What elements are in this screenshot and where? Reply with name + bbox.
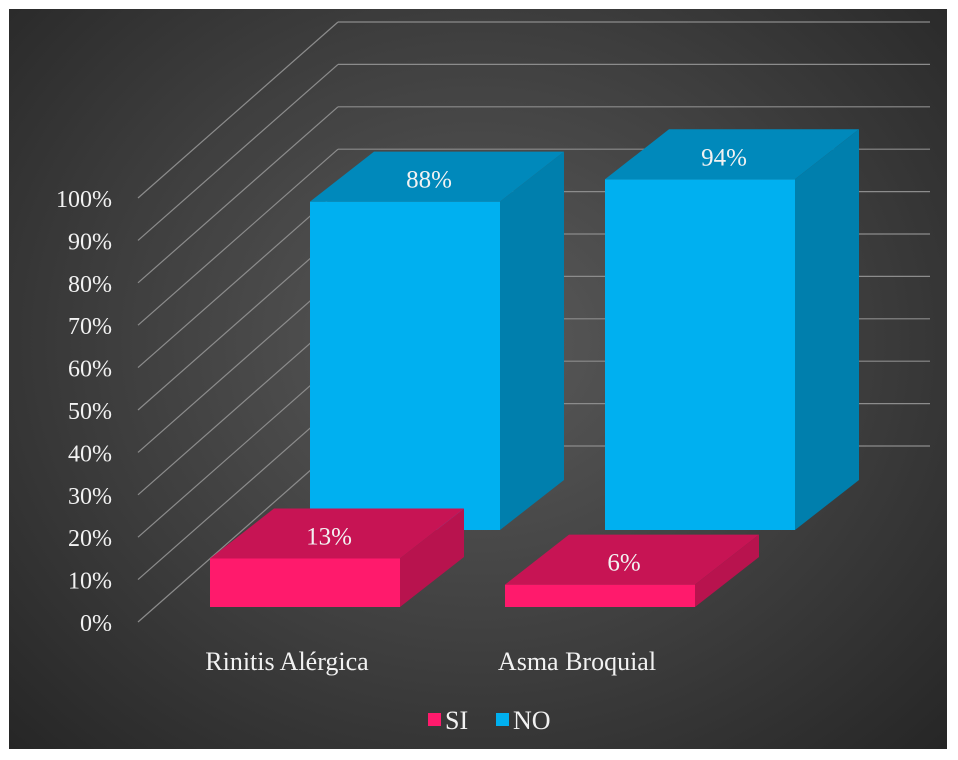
y-tick-label: 40% [68, 441, 112, 467]
gridline-side [137, 445, 339, 623]
bar-no-side [795, 129, 859, 530]
bar-si-front [505, 584, 695, 607]
bar-si-front [210, 558, 400, 607]
gridline-side [137, 191, 339, 369]
x-category-label: Asma Broquial [498, 647, 656, 676]
x-category-label: Rinitis Alérgica [205, 647, 369, 676]
data-label: 88% [406, 167, 452, 194]
gridline-side [137, 63, 339, 241]
bar-si-top [505, 534, 759, 585]
bar-no-side [500, 151, 564, 530]
y-tick-label: 20% [68, 526, 112, 552]
bar-si-side [695, 534, 759, 607]
y-tick-label: 60% [68, 357, 112, 383]
data-label: 13% [306, 523, 352, 550]
bar-no-front [310, 201, 500, 530]
y-tick-label: 100% [56, 187, 112, 213]
y-tick-label: 80% [68, 272, 112, 298]
y-tick-label: 0% [80, 611, 112, 637]
gridline-side [137, 233, 339, 411]
y-tick-label: 10% [68, 569, 112, 595]
gridline-side [137, 148, 339, 326]
bar-no-top [310, 151, 564, 202]
gridline-side [137, 403, 339, 581]
data-label: 6% [607, 550, 640, 577]
legend-label: SI [445, 706, 468, 735]
gridline-side [137, 21, 339, 199]
bar-no-top [605, 129, 859, 180]
data-label: 94% [701, 144, 747, 171]
gridline-side [137, 106, 339, 284]
bar-no-front [605, 179, 795, 530]
bar-si-top [210, 508, 464, 559]
y-tick-label: 70% [68, 314, 112, 340]
y-tick-label: 50% [68, 399, 112, 425]
gridline-side [137, 360, 339, 538]
y-tick-label: 90% [68, 229, 112, 255]
gridline-side [137, 275, 339, 453]
legend-swatch-si [428, 713, 441, 726]
legend-label: NO [513, 706, 551, 735]
gridline-side [137, 318, 339, 496]
y-tick-label: 30% [68, 484, 112, 510]
bar-si-side [400, 508, 464, 607]
legend-swatch-no [496, 713, 509, 726]
